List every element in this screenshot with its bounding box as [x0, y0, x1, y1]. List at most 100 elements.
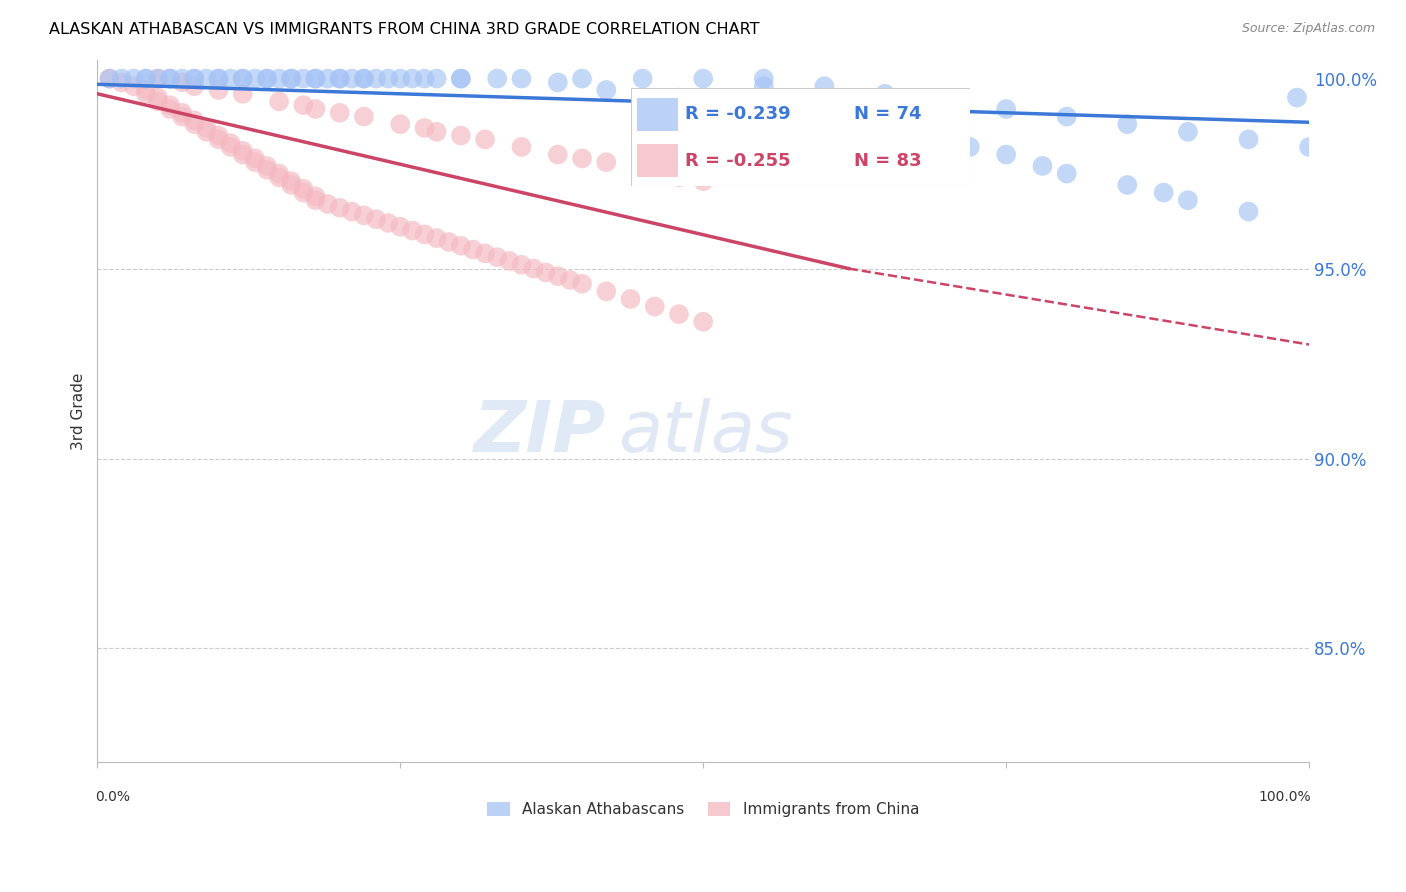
Point [135, 87, 157, 101]
Point [668, 170, 690, 185]
Point [110, 75, 132, 89]
Point [1056, 167, 1078, 181]
Point [558, 273, 581, 287]
Point [269, 95, 291, 109]
Point [219, 71, 242, 86]
Text: ZIP: ZIP [474, 398, 606, 467]
Point [1116, 117, 1139, 131]
Point [838, 110, 860, 124]
Point [474, 132, 496, 146]
Point [631, 162, 654, 177]
Point [159, 71, 181, 86]
Point [98, 71, 121, 86]
Point [280, 71, 302, 86]
Point [389, 219, 412, 234]
Point [243, 152, 266, 166]
Point [280, 174, 302, 188]
Point [172, 75, 194, 89]
Point [207, 128, 229, 143]
Point [1056, 110, 1078, 124]
Point [316, 71, 339, 86]
Point [292, 182, 315, 196]
Text: ALASKAN ATHABASCAN VS IMMIGRANTS FROM CHINA 3RD GRADE CORRELATION CHART: ALASKAN ATHABASCAN VS IMMIGRANTS FROM CH… [49, 22, 759, 37]
Point [304, 71, 326, 86]
Point [498, 254, 520, 268]
Point [329, 71, 352, 86]
Text: 0.0%: 0.0% [96, 790, 129, 804]
Point [692, 71, 714, 86]
Point [935, 95, 957, 109]
Point [232, 71, 254, 86]
Point [159, 102, 181, 116]
Point [547, 147, 569, 161]
Point [183, 71, 205, 86]
Point [195, 125, 218, 139]
Point [256, 159, 278, 173]
Point [353, 71, 375, 86]
Point [292, 186, 315, 200]
Point [631, 71, 654, 86]
Point [183, 117, 205, 131]
Point [207, 71, 229, 86]
Point [595, 155, 617, 169]
Point [486, 250, 509, 264]
Point [135, 71, 157, 86]
Point [269, 170, 291, 185]
Point [232, 144, 254, 158]
Point [547, 269, 569, 284]
Text: atlas: atlas [619, 398, 793, 467]
Point [232, 147, 254, 161]
Point [510, 258, 533, 272]
Point [486, 71, 509, 86]
Point [461, 243, 484, 257]
Point [450, 128, 472, 143]
Point [1237, 204, 1260, 219]
Point [1285, 90, 1308, 104]
Point [122, 79, 145, 94]
Point [159, 71, 181, 86]
Point [280, 71, 302, 86]
Point [183, 71, 205, 86]
Point [183, 79, 205, 94]
Point [873, 120, 896, 135]
Point [426, 71, 449, 86]
Point [413, 120, 436, 135]
Point [547, 75, 569, 89]
Point [353, 71, 375, 86]
Point [364, 71, 387, 86]
Point [619, 292, 641, 306]
Point [413, 227, 436, 242]
Point [571, 277, 593, 291]
Point [256, 162, 278, 177]
Point [450, 239, 472, 253]
Point [389, 71, 412, 86]
Point [873, 87, 896, 101]
Point [135, 71, 157, 86]
Point [377, 216, 399, 230]
Point [195, 120, 218, 135]
Point [364, 212, 387, 227]
Point [401, 71, 423, 86]
Point [159, 98, 181, 112]
Point [474, 246, 496, 260]
Point [510, 71, 533, 86]
Point [644, 300, 666, 314]
Point [304, 102, 326, 116]
Point [716, 98, 738, 112]
Point [353, 110, 375, 124]
Point [522, 261, 544, 276]
Point [329, 71, 352, 86]
Point [959, 140, 981, 154]
Point [146, 95, 169, 109]
Point [183, 113, 205, 128]
Point [426, 231, 449, 245]
Point [886, 113, 908, 128]
Point [122, 71, 145, 86]
Point [340, 71, 363, 86]
Point [450, 71, 472, 86]
Point [389, 117, 412, 131]
Point [437, 235, 460, 249]
Point [1298, 140, 1320, 154]
Text: 100.0%: 100.0% [1258, 790, 1312, 804]
Point [340, 204, 363, 219]
